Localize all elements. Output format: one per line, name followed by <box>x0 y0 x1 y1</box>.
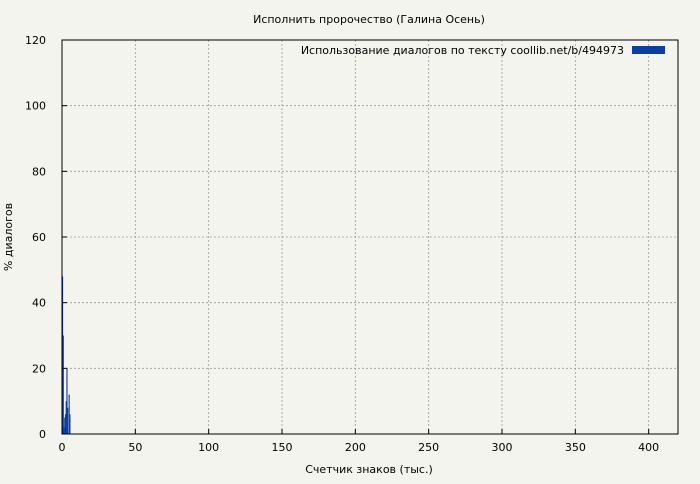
data-bar <box>68 394 70 434</box>
y-axis-label: % диалогов <box>2 203 15 271</box>
y-tick-label: 120 <box>25 34 46 47</box>
data-bar <box>65 401 67 434</box>
y-tick-label: 100 <box>25 100 46 113</box>
x-tick-label: 0 <box>59 441 66 454</box>
x-tick-label: 50 <box>128 441 142 454</box>
x-tick-label: 300 <box>492 441 513 454</box>
x-tick-label: 200 <box>345 441 366 454</box>
y-tick-label: 40 <box>32 297 46 310</box>
data-bar <box>64 417 66 434</box>
x-tick-label: 400 <box>638 441 659 454</box>
data-bar <box>64 414 67 434</box>
data-bar <box>66 368 68 434</box>
data-bar <box>69 414 71 434</box>
y-tick-label: 80 <box>32 165 46 178</box>
legend-label: Использование диалогов по тексту coollib… <box>301 44 624 57</box>
data-bar <box>63 427 65 434</box>
legend-swatch <box>632 46 665 54</box>
x-tick-label: 250 <box>418 441 439 454</box>
x-tick-label: 350 <box>565 441 586 454</box>
y-tick-label: 60 <box>32 231 46 244</box>
chart-title: Исполнить пророчество (Галина Осень) <box>253 13 485 26</box>
x-axis-label: Счетчик знаков (тыс.) <box>305 463 433 476</box>
data-bar <box>62 276 64 434</box>
y-tick-label: 0 <box>39 428 46 441</box>
legend: Использование диалогов по тексту coollib… <box>301 44 665 57</box>
data-bar <box>67 407 69 434</box>
bar-series <box>62 276 71 434</box>
y-tick-label: 20 <box>32 362 46 375</box>
x-tick-label: 150 <box>272 441 293 454</box>
x-tick-label: 100 <box>198 441 219 454</box>
data-bar <box>62 335 64 434</box>
